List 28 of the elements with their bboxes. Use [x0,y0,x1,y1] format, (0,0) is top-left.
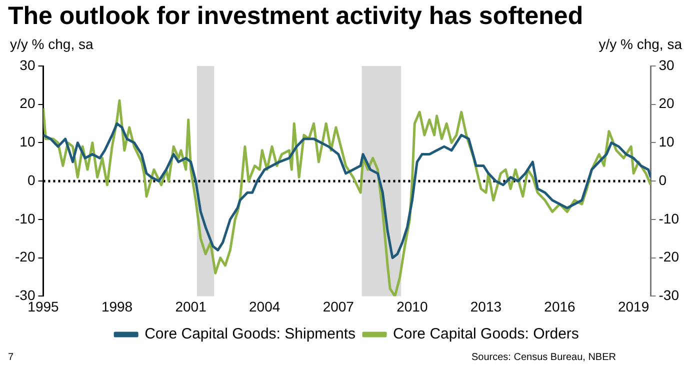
x-tick-label: 2007 [322,298,354,314]
x-tick-label: 2019 [618,298,650,314]
x-tick-label: 2016 [544,298,576,314]
y-tick-label: 30 [20,56,36,73]
y2-tick-label: -20 [658,248,680,265]
x-tick-label: 2010 [396,298,428,314]
y2-axis-title: y/y % chg, sa [598,36,682,52]
y2-tick-label: -30 [658,287,680,304]
x-tick-label: 2004 [249,298,280,314]
legend-label: Core Capital Goods: Orders [393,326,579,343]
x-tick-label: 2001 [175,298,207,314]
y2-tick-label: -10 [658,210,680,226]
x-tick-label: 2013 [470,298,502,314]
text: 7 [8,352,14,363]
legend-label: Core Capital Goods: Shipments [144,326,356,343]
chart-title: The outlook for investment activity has softened [8,2,584,30]
y2-tick-label: 10 [658,134,675,150]
y-axis-title: y/y % chg, sa [10,36,94,52]
y2-tick-label: 30 [658,56,675,73]
y2-tick-label: 20 [658,95,675,112]
x-tick-label: 1998 [101,298,133,314]
y-tick-label: 20 [20,95,36,112]
y2-tick-label: 0 [658,172,667,188]
y-tick-label: 10 [20,134,36,150]
y-tick-label: 0 [27,172,36,188]
source-note: Sources: Census Bureau, NBER [471,352,616,363]
y-tick-label: -20 [15,248,36,265]
y-tick-label: -10 [15,210,36,226]
